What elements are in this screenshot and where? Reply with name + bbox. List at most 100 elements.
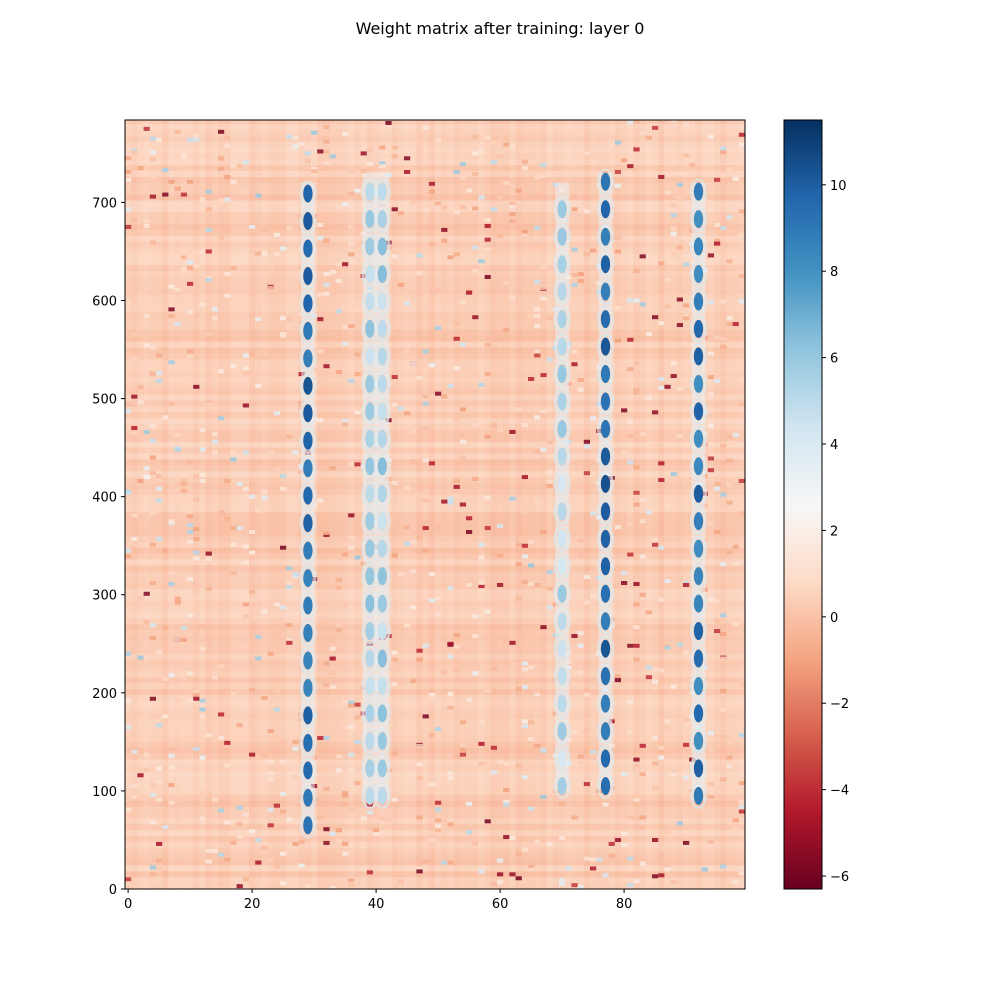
heatmap-speckle <box>211 307 218 312</box>
heatmap-speckle <box>478 761 485 766</box>
heatmap-row-texture <box>125 883 745 889</box>
heatmap-speckle <box>335 768 342 773</box>
heatmap-speckle <box>714 619 721 624</box>
heatmap-speckle <box>236 832 243 837</box>
high-weight-blob <box>557 694 567 713</box>
heatmap-speckle <box>726 434 733 439</box>
heatmap-speckle <box>149 542 156 547</box>
heatmap-speckle <box>614 235 621 240</box>
high-weight-blob-halo <box>373 398 391 425</box>
heatmap-speckle <box>162 625 169 630</box>
heatmap-row-texture <box>125 512 745 519</box>
heatmap-row-texture <box>125 276 745 283</box>
heatmap-speckle <box>131 749 138 754</box>
high-weight-blob <box>600 227 611 246</box>
high-weight-blob <box>600 282 611 301</box>
heatmap-column-texture <box>639 120 646 889</box>
high-weight-blob <box>557 612 567 631</box>
heatmap-speckle <box>428 697 435 702</box>
heatmap-speckle <box>726 167 733 172</box>
heatmap-speckle <box>230 820 237 825</box>
heatmap-speckle <box>664 190 671 195</box>
heatmap-speckle <box>416 815 423 820</box>
heatmap-column-texture <box>652 120 659 889</box>
heatmap-speckle <box>571 682 578 687</box>
heatmap-row-texture <box>125 365 745 372</box>
heatmap-speckle <box>528 314 535 319</box>
heatmap-speckle <box>391 375 398 380</box>
heatmap-speckle <box>472 171 479 176</box>
heatmap-row-texture <box>125 794 745 801</box>
high-weight-blob <box>557 722 567 741</box>
heatmap-speckle <box>670 374 677 379</box>
heatmap-speckle <box>180 267 187 272</box>
heatmap-row-texture <box>125 847 745 854</box>
heatmap-speckle <box>627 856 634 861</box>
high-weight-blob <box>557 227 567 246</box>
heatmap-speckle <box>639 846 646 851</box>
heatmap-speckle <box>583 692 590 697</box>
high-weight-blob-halo <box>690 755 707 782</box>
heatmap-speckle <box>521 160 528 165</box>
heatmap-speckle <box>187 523 194 528</box>
heatmap-speckle <box>422 192 429 197</box>
heatmap-speckle <box>627 120 634 124</box>
high-weight-blob <box>600 639 611 658</box>
heatmap-speckle <box>658 261 665 266</box>
heatmap-row-texture <box>125 530 745 536</box>
heatmap-speckle <box>441 670 448 675</box>
heatmap-speckle <box>633 465 640 470</box>
heatmap-column-texture <box>583 120 590 889</box>
heatmap-speckle <box>639 554 646 559</box>
heatmap-speckle <box>273 864 280 869</box>
heatmap-speckle <box>676 821 683 826</box>
high-weight-blob-halo <box>690 288 707 315</box>
heatmap-speckle <box>131 356 138 361</box>
high-weight-blob <box>377 704 387 723</box>
high-weight-blob-halo <box>299 702 317 729</box>
heatmap-speckle <box>292 144 299 149</box>
heatmap-speckle <box>658 668 665 673</box>
heatmap-speckle <box>484 237 491 242</box>
heatmap-speckle <box>540 373 547 378</box>
heatmap-speckle <box>466 530 473 535</box>
heatmap-column-texture <box>131 120 138 889</box>
high-weight-blob-halo <box>299 482 317 509</box>
heatmap-speckle <box>503 799 510 804</box>
heatmap-speckle <box>738 263 745 268</box>
heatmap-speckle <box>447 691 454 696</box>
heatmap-column-texture <box>205 120 212 889</box>
heatmap-speckle <box>707 521 714 526</box>
heatmap-speckle <box>732 195 739 200</box>
heatmap-speckle <box>633 797 640 802</box>
heatmap-speckle <box>453 484 460 489</box>
heatmap-speckle <box>534 415 541 420</box>
heatmap-row-texture <box>125 194 745 201</box>
high-weight-blob <box>303 431 313 450</box>
heatmap-row-texture <box>125 671 745 678</box>
heatmap-speckle <box>273 688 280 693</box>
heatmap-speckle <box>224 857 231 862</box>
heatmap-speckle <box>509 201 516 206</box>
heatmap-speckle <box>714 599 721 604</box>
high-weight-blob-halo <box>373 233 391 260</box>
heatmap-row-texture <box>125 294 745 301</box>
heatmap-speckle <box>614 308 621 313</box>
heatmap-speckle <box>205 331 212 336</box>
heatmap-speckle <box>633 757 640 762</box>
heatmap-speckle <box>218 167 225 172</box>
heatmap-speckle <box>639 302 646 307</box>
heatmap-speckle <box>608 144 615 149</box>
high-weight-blob-halo <box>690 260 707 287</box>
heatmap-speckle <box>546 586 553 591</box>
heatmap-speckle <box>335 628 342 633</box>
heatmap-speckle <box>676 323 683 328</box>
heatmap-speckle <box>472 206 479 211</box>
heatmap-column-texture <box>218 120 225 889</box>
heatmap-column-texture <box>466 120 473 889</box>
heatmap-column-texture <box>236 120 243 889</box>
heatmap-speckle <box>670 880 677 885</box>
heatmap-speckle <box>571 349 578 354</box>
heatmap-speckle <box>286 623 293 628</box>
heatmap-speckle <box>720 299 727 304</box>
